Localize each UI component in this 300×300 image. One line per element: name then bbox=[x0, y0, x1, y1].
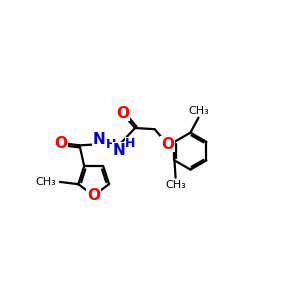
Text: H: H bbox=[125, 137, 136, 150]
Text: O: O bbox=[116, 106, 129, 121]
Text: N: N bbox=[112, 143, 125, 158]
Text: H: H bbox=[106, 138, 116, 151]
Text: O: O bbox=[161, 137, 174, 152]
Text: CH₃: CH₃ bbox=[188, 106, 209, 116]
Text: O: O bbox=[87, 188, 100, 203]
Text: N: N bbox=[93, 132, 106, 147]
Text: CH₃: CH₃ bbox=[165, 179, 186, 190]
Text: O: O bbox=[55, 136, 68, 151]
Text: CH₃: CH₃ bbox=[35, 177, 56, 187]
